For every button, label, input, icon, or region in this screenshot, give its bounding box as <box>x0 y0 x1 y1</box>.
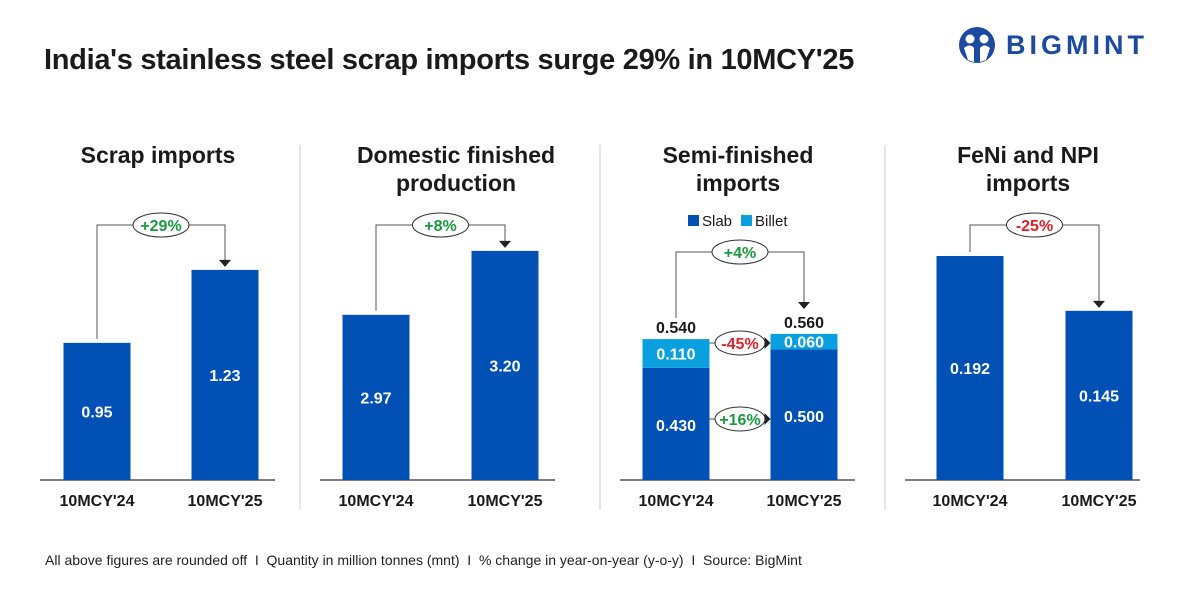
change-label: +4% <box>724 245 756 262</box>
arrow-right-icon <box>764 413 771 425</box>
bar-data-label: 0.500 <box>784 409 824 426</box>
x-tick-label: 10MCY'25 <box>767 493 842 510</box>
panel-title: imports <box>986 170 1070 196</box>
bar <box>342 314 410 480</box>
arrow-down-icon <box>219 259 231 267</box>
legend-label: Billet <box>755 213 788 230</box>
change-label-ellipse <box>1006 212 1063 238</box>
legend-swatch-slab <box>688 215 699 226</box>
bar <box>191 269 259 480</box>
change-label-ellipse <box>412 212 469 238</box>
change-label: -25% <box>1016 218 1053 235</box>
bar-slab <box>642 367 710 480</box>
panel-title: imports <box>696 170 780 196</box>
bar-data-label: 1.23 <box>209 368 240 385</box>
logo-text: BIGMINT <box>1006 29 1148 60</box>
panel-title: Domestic finished <box>357 142 555 168</box>
legend-swatch-billet <box>741 215 752 226</box>
bar-data-label: 0.110 <box>656 346 695 363</box>
panel-title: FeNi and NPI <box>957 142 1099 168</box>
x-tick-label: 10MCY'25 <box>1062 493 1137 510</box>
bar-data-label: 2.97 <box>360 390 391 407</box>
series-change-label-ellipse <box>714 330 766 356</box>
legend-label: Slab <box>702 213 732 230</box>
total-label: 0.540 <box>656 320 696 337</box>
bar-data-label: 0.430 <box>656 418 696 435</box>
logo-people-icon <box>959 27 995 63</box>
footer-note: All above figures are rounded off I Quan… <box>45 552 802 568</box>
bar <box>471 250 539 480</box>
bar <box>936 256 1004 480</box>
x-tick-label: 10MCY'24 <box>60 493 135 510</box>
panel-title: Semi-finished <box>663 142 814 168</box>
total-label: 0.560 <box>784 315 824 332</box>
x-tick-label: 10MCY'24 <box>339 493 414 510</box>
change-label-ellipse <box>711 239 769 265</box>
x-tick-label: 10MCY'25 <box>188 493 263 510</box>
x-tick-label: 10MCY'25 <box>468 493 543 510</box>
page-title: India's stainless steel scrap imports su… <box>44 44 855 76</box>
bar-data-label: 0.145 <box>1079 388 1119 405</box>
bar-billet <box>642 339 710 368</box>
bar-data-label: 0.060 <box>784 335 824 352</box>
x-tick-label: 10MCY'24 <box>639 493 714 510</box>
change-label-ellipse <box>132 212 190 238</box>
bar-data-label: 0.192 <box>950 361 990 378</box>
x-tick-label: 10MCY'24 <box>933 493 1008 510</box>
arrow-down-icon <box>1093 300 1105 308</box>
bar-data-label: 3.20 <box>489 358 520 375</box>
bar <box>1065 310 1133 480</box>
bar-billet <box>770 333 838 350</box>
series-change-label-ellipse <box>714 406 766 432</box>
series-change-label: +16% <box>719 412 760 429</box>
bigmint-logo: BIGMINT <box>958 26 1148 64</box>
change-label: +29% <box>140 218 181 235</box>
series-change-label: -45% <box>721 336 758 353</box>
change-label: +8% <box>424 218 456 235</box>
panel-title: production <box>396 170 516 196</box>
arrow-right-icon <box>764 337 771 349</box>
bar-data-label: 0.95 <box>81 404 112 421</box>
bar <box>63 342 131 480</box>
arrow-down-icon <box>499 240 511 248</box>
panel-title: Scrap imports <box>81 142 236 168</box>
bar-slab <box>770 349 838 480</box>
arrow-down-icon <box>798 302 810 309</box>
